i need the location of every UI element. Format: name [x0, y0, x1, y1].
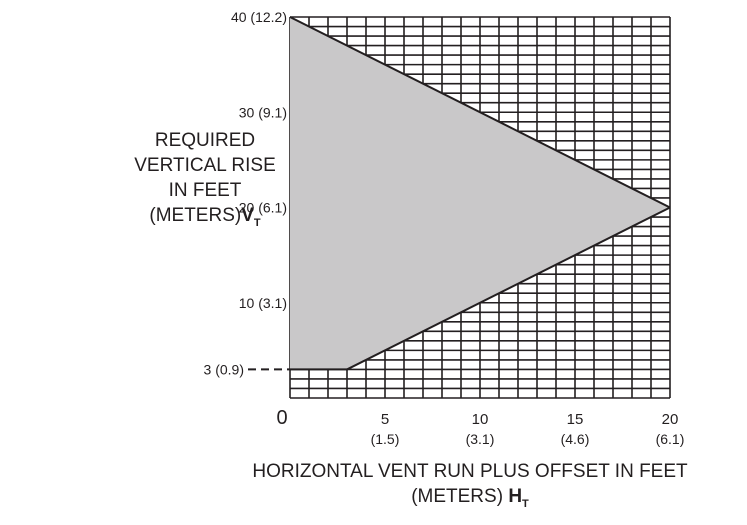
- y-axis-title-line1: REQUIRED: [154, 130, 256, 151]
- y-axis-units: (METERS): [149, 205, 242, 226]
- y-tick-label: 40 (12.2): [231, 9, 287, 25]
- y-axis-title-line4: (METERS)VT: [105, 203, 305, 231]
- x-tick-label: 10: [472, 411, 489, 428]
- boundary-line: [289, 16, 671, 209]
- x-tick-label: 20: [662, 411, 679, 428]
- y-axis-title: REQUIRED VERTICAL RISE IN FEET (METERS)V…: [105, 128, 305, 231]
- x-tick-sublabel: (4.6): [561, 431, 590, 447]
- x-axis-title-line1: HORIZONTAL VENT RUN PLUS OFFSET IN FEET: [252, 461, 688, 482]
- shaded-region: [290, 17, 670, 370]
- y-axis-title-line3: IN FEET: [168, 180, 242, 201]
- x-tick-label: 0: [276, 407, 287, 429]
- y-tick-label: 3 (0.9): [204, 361, 244, 377]
- x-axis-symbol: H: [508, 486, 523, 507]
- x-axis-title-line2: (METERS) HT: [180, 484, 747, 512]
- x-tick-sublabel: (1.5): [371, 431, 400, 447]
- shade-layer: [290, 17, 670, 370]
- x-tick-sublabel: (6.1): [656, 431, 685, 447]
- x-axis-symbol-sub: T: [522, 498, 529, 510]
- y-axis-symbol-sub: T: [253, 217, 261, 229]
- x-tick-label: 15: [567, 411, 584, 428]
- tick-layer: 3 (0.9) 10 (3.1) 20 (6.1) 30 (9.1) 40 (12.2)…: [204, 9, 685, 447]
- x-tick-label: 5: [381, 411, 389, 428]
- y-tick-label: 30 (9.1): [239, 104, 287, 120]
- boundary-line: [346, 206, 671, 371]
- y-tick-label: 20 (6.1): [239, 200, 287, 216]
- y-tick-label: 10 (3.1): [239, 295, 287, 311]
- x-tick-sublabel: (3.1): [466, 431, 495, 447]
- x-axis-units: (METERS): [411, 486, 509, 507]
- y-axis-title-line2: VERTICAL RISE: [134, 155, 276, 176]
- x-axis-title: HORIZONTAL VENT RUN PLUS OFFSET IN FEET …: [180, 459, 747, 512]
- y-axis-symbol: V: [241, 205, 254, 226]
- line-layer: [248, 16, 671, 371]
